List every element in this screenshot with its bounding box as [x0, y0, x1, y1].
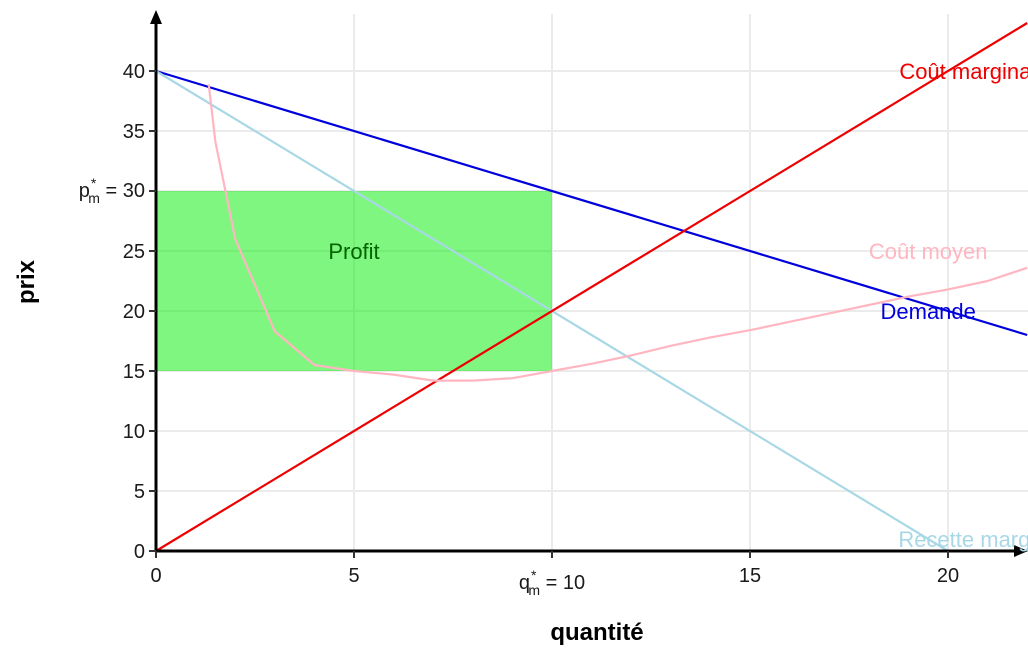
marginal-cost-line: [155, 22, 1028, 552]
y-tick-label: 25: [123, 241, 145, 263]
y-tick-label: 40: [123, 61, 145, 83]
demand-label: Demande: [881, 299, 976, 324]
average-cost-curve: [207, 84, 1028, 382]
x-tick-label: 5: [348, 565, 359, 587]
curves-group: [155, 22, 1028, 552]
profit-label: Profit: [328, 239, 379, 264]
x-tick-label: 15: [739, 565, 761, 587]
x-axis-arrow: [1014, 545, 1028, 557]
marginal-revenue-label: Recette marginale: [898, 527, 1028, 552]
y-axis-title: prix: [13, 259, 40, 304]
x-tick-label: 20: [937, 565, 959, 587]
y-tick-label: 20: [123, 301, 145, 323]
y-tick-label: 5: [134, 481, 145, 503]
average-cost-label: Coût moyen: [869, 239, 988, 264]
y-tick-label: 0: [134, 541, 145, 563]
profit-area-group: [156, 191, 552, 371]
y-axis-arrow: [150, 10, 162, 24]
y-tick-label: 10: [123, 421, 145, 443]
y-tick-label: 15: [123, 361, 145, 383]
marginal-cost-label: Coût marginal: [899, 59, 1028, 84]
x-tick-label: 0: [150, 565, 161, 587]
demand-line: [155, 69, 1028, 337]
p-star-tick-label: p* m = 30: [79, 175, 145, 206]
axes: [149, 10, 1028, 558]
profit-area: [156, 191, 552, 371]
q-star-tick-label: q* m = 10: [519, 567, 585, 598]
x-axis-title: quantité: [550, 619, 643, 646]
y-tick-label: 35: [123, 121, 145, 143]
labels-group: 0 5 10 15 20 25 35 40 0 5 15 20 q* m = 10 p* m = 30 Prof…: [79, 59, 1028, 598]
